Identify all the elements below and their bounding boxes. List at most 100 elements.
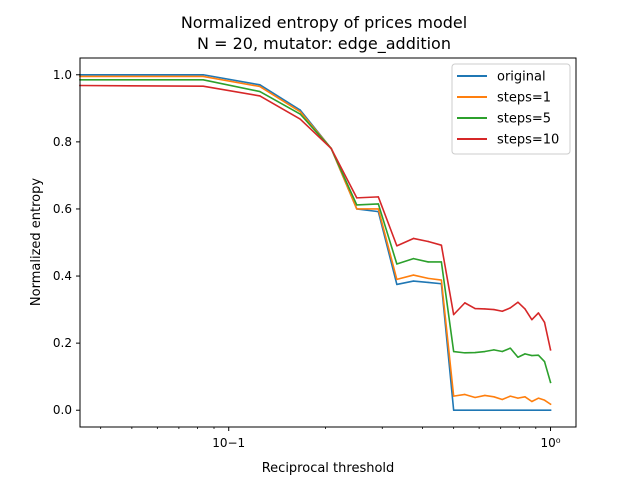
data-point — [396, 245, 398, 247]
data-point — [549, 381, 552, 384]
data-point — [509, 347, 512, 349]
data-point — [464, 393, 466, 396]
data-point — [509, 307, 512, 309]
x-tick-label: 10⁰ — [540, 436, 560, 450]
data-point — [259, 84, 261, 86]
data-point — [259, 95, 261, 97]
legend: original steps=1 steps=5 steps=10 — [451, 63, 571, 155]
data-point — [452, 313, 455, 316]
data-point — [377, 208, 380, 210]
data-point — [440, 244, 443, 246]
data-point — [396, 263, 398, 265]
data-point — [356, 204, 358, 206]
legend-label: original — [497, 70, 546, 85]
data-point — [531, 400, 533, 403]
data-point — [484, 350, 486, 353]
y-tick-label: 0.0 — [53, 403, 72, 417]
x-axis-ticks: 10−1 10⁰ — [100, 427, 561, 450]
data-point — [501, 409, 503, 411]
data-point — [427, 281, 429, 284]
data-point — [474, 409, 476, 411]
x-tick-label: 10−1 — [212, 436, 245, 450]
plot-area — [79, 57, 577, 428]
chart-subtitle: N = 20, mutator: edge_addition — [197, 34, 451, 54]
data-point — [440, 261, 443, 263]
data-point — [474, 307, 476, 310]
data-point — [531, 354, 533, 357]
data-point — [202, 74, 204, 76]
data-point — [524, 396, 526, 398]
data-point — [517, 356, 519, 358]
data-point — [377, 196, 380, 198]
data-point — [452, 409, 455, 411]
data-point — [537, 397, 540, 399]
data-point — [549, 409, 552, 411]
data-point — [452, 395, 455, 397]
data-point — [464, 352, 466, 354]
data-point — [427, 277, 429, 280]
legend-entries: original steps=1 steps=5 steps=10 — [457, 70, 559, 148]
data-point — [543, 360, 546, 363]
data-point — [493, 396, 495, 398]
data-point — [543, 409, 546, 411]
y-tick-label: 0.4 — [53, 269, 72, 283]
legend-label: steps=10 — [497, 133, 559, 148]
legend-frame — [451, 63, 571, 155]
data-point — [524, 409, 526, 411]
data-point — [427, 240, 429, 243]
y-tick-label: 0.6 — [53, 202, 72, 216]
data-point — [299, 110, 301, 113]
data-point — [484, 308, 486, 310]
legend-label: steps=1 — [497, 91, 551, 106]
y-axis-ticks: 0.0 0.2 0.4 0.6 0.8 1.0 — [53, 68, 80, 417]
chart-title: Normalized entropy of prices model — [181, 13, 467, 32]
data-point — [299, 109, 301, 111]
y-tick-label: 1.0 — [53, 68, 72, 82]
data-point — [427, 261, 429, 263]
data-point — [299, 118, 301, 120]
data-point — [524, 308, 526, 310]
y-tick-label: 0.2 — [53, 336, 72, 350]
data-point — [509, 395, 512, 397]
data-point — [202, 79, 204, 81]
data-point — [493, 349, 495, 351]
data-point — [543, 321, 546, 324]
data-point — [377, 203, 380, 205]
data-point — [474, 396, 476, 399]
data-point — [501, 310, 503, 312]
data-point — [501, 350, 503, 353]
data-point — [412, 257, 415, 260]
x-axis-label: Reciprocal threshold — [262, 461, 395, 476]
data-point — [501, 398, 503, 401]
data-point — [549, 403, 552, 405]
data-point — [543, 399, 546, 401]
y-tick-label: 0.8 — [53, 135, 72, 149]
data-point — [537, 409, 540, 411]
data-point — [537, 312, 540, 314]
series-layer — [79, 73, 552, 412]
data-point — [517, 409, 519, 411]
data-point — [412, 280, 415, 282]
axes-frame — [79, 57, 577, 428]
data-point — [493, 409, 495, 411]
data-point — [259, 85, 261, 88]
data-point — [531, 409, 533, 411]
data-point — [517, 397, 519, 399]
data-point — [299, 113, 301, 115]
legend-label: steps=5 — [497, 112, 551, 127]
data-point — [493, 308, 495, 311]
data-point — [474, 351, 476, 354]
data-point — [202, 75, 204, 78]
data-point — [537, 354, 540, 356]
data-point — [356, 197, 358, 199]
data-point — [452, 350, 455, 353]
data-point — [531, 318, 533, 321]
data-point — [396, 283, 398, 286]
data-point — [259, 90, 261, 93]
data-point — [202, 85, 204, 87]
data-point — [509, 409, 512, 411]
data-point — [524, 353, 526, 355]
data-point — [517, 301, 519, 303]
data-point — [356, 208, 358, 210]
